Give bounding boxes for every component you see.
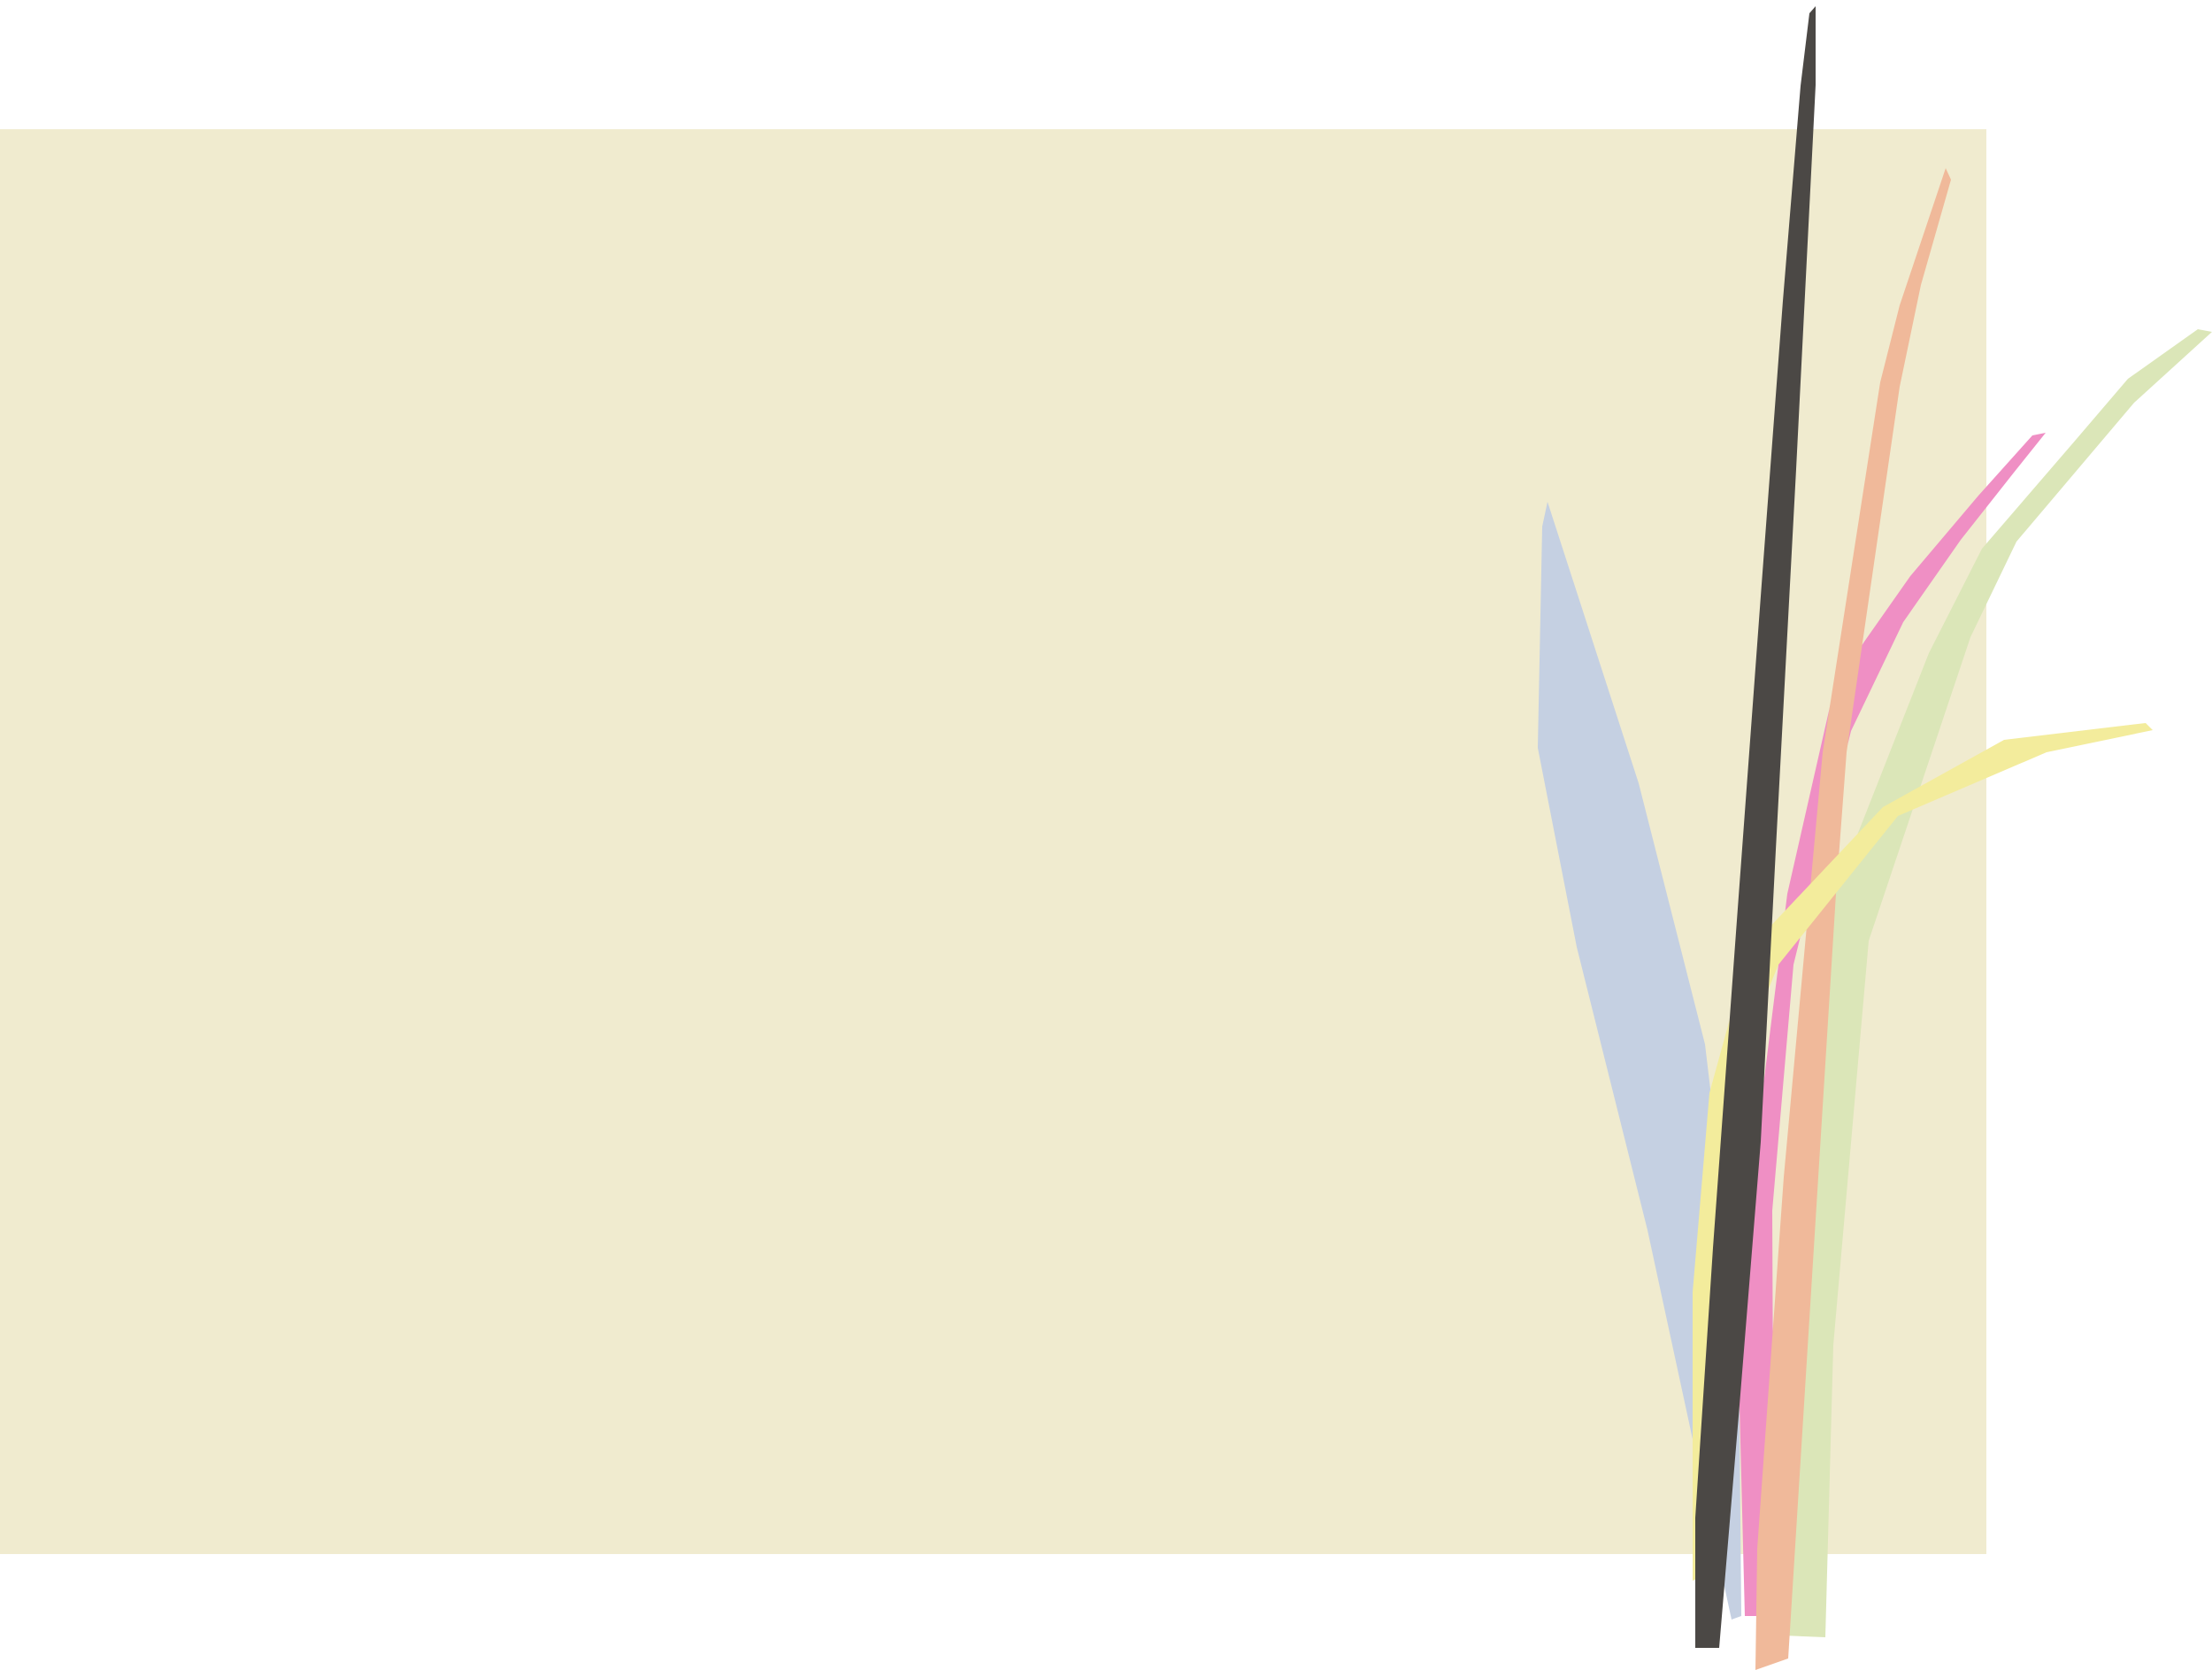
blade-dark [1695,6,1816,1648]
blade-green [1783,329,2212,1637]
blade-blue [1538,502,1741,1620]
blade-peach [1755,168,1951,1670]
background-panel [0,129,1986,1554]
